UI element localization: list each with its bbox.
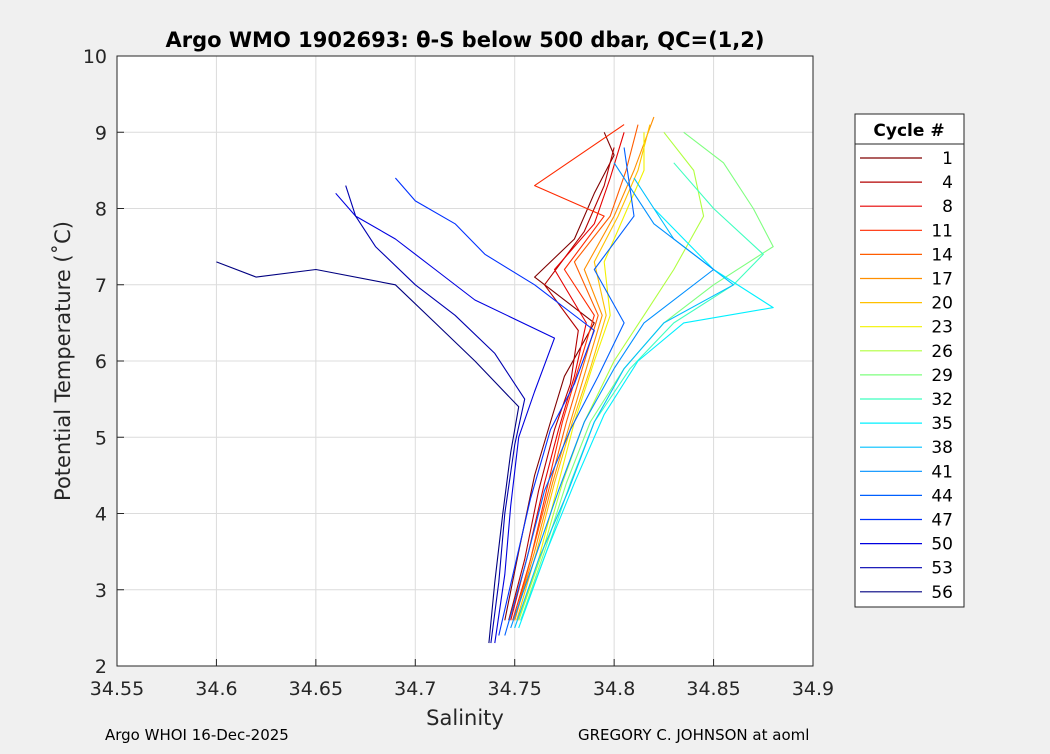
y-tick-label: 6: [95, 351, 107, 373]
series-line-cycle-53: [345, 185, 526, 644]
x-tick-label: 34.9: [792, 678, 834, 700]
legend-label: 23: [931, 318, 953, 338]
x-tick-label: 34.65: [289, 678, 343, 700]
x-tick-label: 34.55: [90, 678, 144, 700]
x-tick-label: 34.8: [593, 678, 635, 700]
series-line-cycle-26: [518, 131, 705, 621]
series-line-cycle-41: [510, 162, 715, 629]
x-tick-label: 34.85: [686, 678, 740, 700]
y-tick-label: 7: [95, 275, 107, 297]
legend-title: Cycle #: [873, 121, 944, 141]
x-tick-label: 34.7: [394, 678, 436, 700]
series-line-cycle-50: [335, 192, 556, 644]
legend-label: 56: [931, 583, 953, 603]
legend-label: 35: [931, 414, 953, 434]
series-line-cycle-44: [504, 147, 635, 636]
legend-label: 17: [931, 270, 953, 290]
series-line-cycle-11: [512, 124, 625, 621]
series-line-cycle-35: [518, 208, 774, 629]
legend: Cycle # 14811141720232629323538414447505…: [854, 113, 965, 608]
series-line-cycle-1: [504, 132, 615, 621]
series-layer: [216, 116, 774, 644]
legend-label: 8: [942, 197, 953, 217]
y-tick-label: 10: [83, 46, 107, 68]
series-line-cycle-47: [394, 177, 595, 636]
series-line-cycle-4: [508, 147, 615, 621]
legend-label: 32: [931, 390, 953, 410]
legend-label: 50: [931, 535, 953, 555]
footer-right: GREGORY C. JOHNSON at aoml: [578, 726, 809, 744]
legend-label: 4: [942, 173, 953, 193]
legend-label: 26: [931, 342, 953, 362]
x-tick-label: 34.75: [488, 678, 542, 700]
legend-label: 29: [931, 366, 953, 386]
legend-label: 53: [931, 559, 953, 579]
legend-box: [854, 113, 965, 608]
y-tick-label: 2: [95, 656, 107, 678]
series-line-cycle-17: [514, 116, 655, 621]
y-axis: 2 3 4 5 6 7 8 9 10: [83, 46, 124, 678]
y-tick-label: 4: [95, 504, 107, 526]
legend-label: 38: [931, 438, 953, 458]
x-tick-label: 34.6: [195, 678, 237, 700]
y-axis-label: Potential Temperature (˚C): [51, 221, 75, 501]
y-tick-label: 5: [95, 427, 107, 449]
chart-title: Argo WMO 1902693: θ-S below 500 dbar, QC…: [166, 28, 765, 52]
y-tick-label: 3: [95, 580, 107, 602]
legend-label: 14: [931, 245, 953, 265]
y-tick-label: 8: [95, 199, 107, 221]
legend-label: 1: [942, 149, 953, 169]
legend-label: 20: [931, 294, 953, 314]
legend-label: 11: [931, 221, 953, 241]
legend-label: 44: [931, 486, 953, 506]
series-line-cycle-8: [510, 132, 625, 621]
x-axis: 34.55 34.6 34.65 34.7 34.75 34.8 34.85 34.9: [90, 659, 834, 700]
grid: [117, 56, 813, 666]
series-line-cycle-20: [516, 124, 651, 621]
x-axis-label: Salinity: [426, 706, 504, 730]
series-line-cycle-56: [216, 261, 520, 644]
legend-label: 47: [931, 511, 953, 531]
legend-label: 41: [931, 462, 953, 482]
series-line-cycle-32: [520, 162, 764, 621]
y-tick-label: 9: [95, 122, 107, 144]
footer-left: Argo WHOI 16-Dec-2025: [105, 726, 289, 744]
